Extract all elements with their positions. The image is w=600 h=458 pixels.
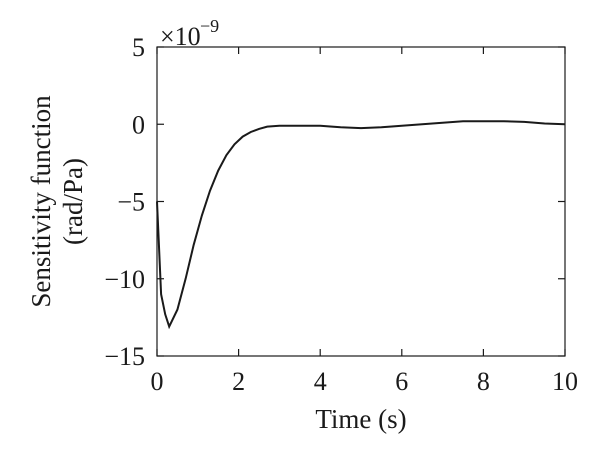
x-tick-label: 4 xyxy=(314,367,327,396)
y-axis-label-line1: Sensitivity function xyxy=(26,95,56,308)
y-tick-label: −10 xyxy=(104,265,145,294)
x-tick-label: 6 xyxy=(395,367,408,396)
y-scale-exponent: −9 xyxy=(200,16,219,36)
tick-labels: 0 2 4 6 8 10 5 0 −5 −10 −15 xyxy=(104,33,578,396)
y-axis-label-line2: (rad/Pa) xyxy=(58,158,88,245)
x-axis-label: Time (s) xyxy=(315,404,406,434)
y-tick-label: 0 xyxy=(132,110,145,139)
x-tick-label: 0 xyxy=(151,367,164,396)
y-tick-label: 5 xyxy=(132,33,145,62)
y-tick-label: −5 xyxy=(117,188,145,217)
x-tick-label: 10 xyxy=(552,367,578,396)
x-tick-label: 8 xyxy=(477,367,490,396)
tick-marks xyxy=(156,46,566,357)
y-axis-label: Sensitivity function (rad/Pa) xyxy=(26,95,88,308)
y-scale-base: ×10 xyxy=(160,22,201,51)
axes-frame xyxy=(156,46,566,357)
x-tick-label: 2 xyxy=(232,367,245,396)
series-line xyxy=(156,120,566,330)
y-tick-label: −15 xyxy=(104,342,145,371)
